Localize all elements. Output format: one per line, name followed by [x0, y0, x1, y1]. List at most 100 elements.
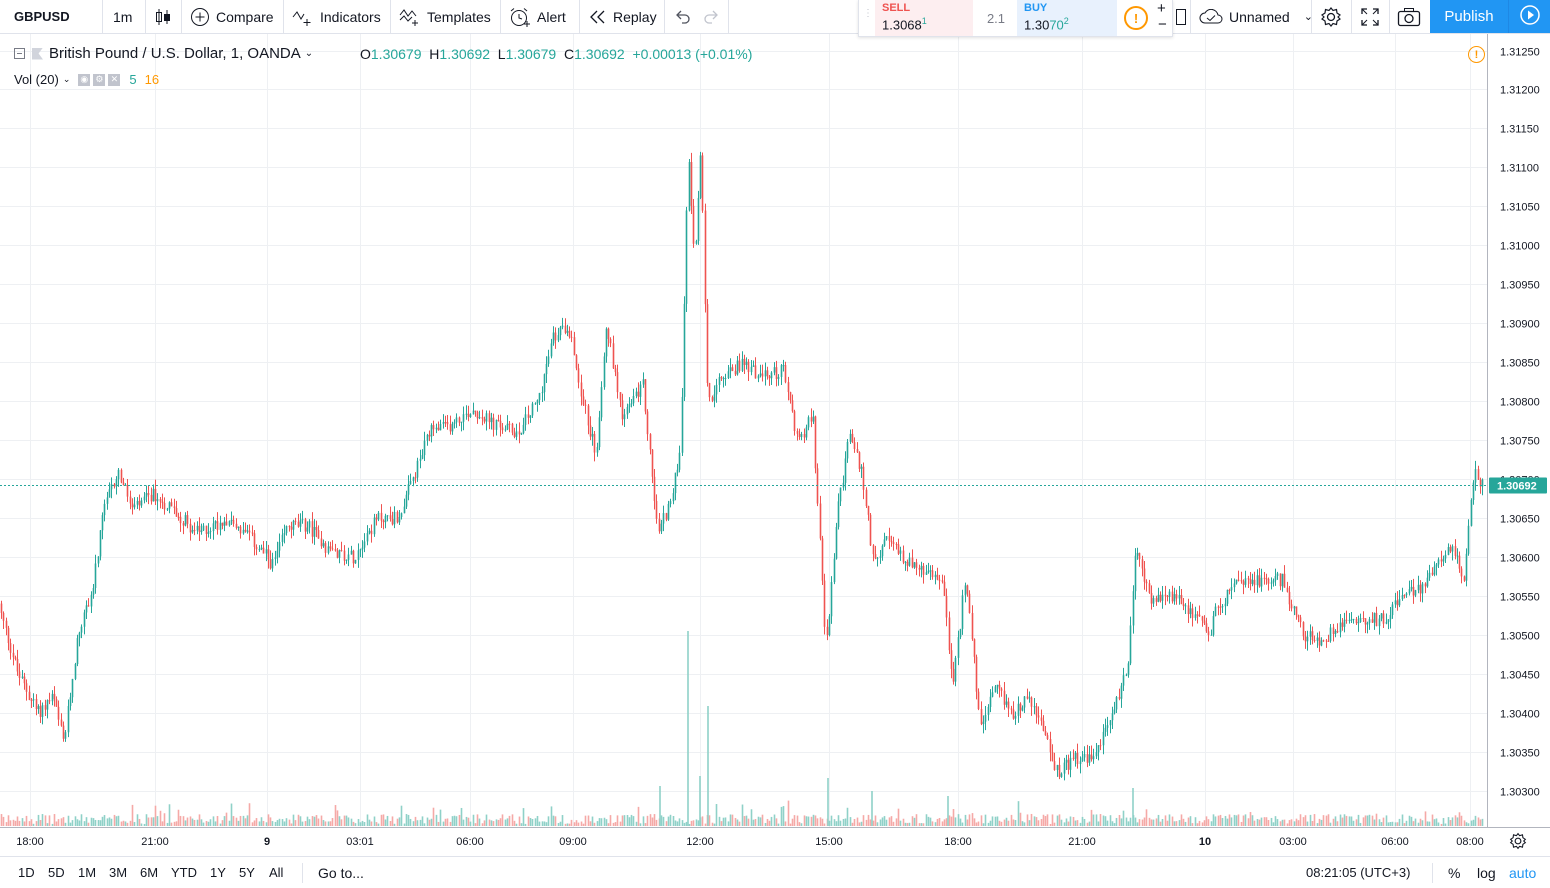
auto-scale-toggle[interactable]: auto — [1509, 865, 1537, 881]
volume-bar — [1435, 818, 1438, 826]
volume-bar — [678, 818, 681, 826]
candle-body — [1019, 703, 1022, 711]
candle-body — [791, 400, 794, 412]
candle-body — [941, 580, 944, 582]
candle-body — [23, 676, 26, 684]
buy-button[interactable]: BUY 1.30702 — [1017, 0, 1117, 36]
publish-button[interactable]: Publish — [1430, 0, 1508, 33]
candle-body — [770, 372, 773, 379]
close-icon[interactable]: ✕ — [108, 73, 121, 86]
snapshot-button[interactable] — [1397, 0, 1427, 33]
volume-bar — [419, 819, 422, 826]
settings-button[interactable] — [1320, 0, 1348, 33]
eye-icon[interactable]: ◉ — [78, 73, 91, 86]
volume-bar — [616, 815, 619, 826]
candle-body — [872, 545, 875, 555]
range-3m[interactable]: 3M — [109, 865, 128, 880]
publish-menu-button[interactable] — [1508, 0, 1550, 33]
chart-style-button[interactable] — [155, 0, 177, 33]
redo-button[interactable] — [703, 0, 725, 33]
compare-button[interactable]: Compare — [190, 0, 274, 33]
candle-body — [683, 303, 686, 397]
volume-bar — [775, 818, 778, 826]
info-icon[interactable]: ! — [1124, 6, 1148, 30]
range-1m[interactable]: 1M — [78, 865, 97, 880]
range-ytd[interactable]: YTD — [171, 865, 197, 880]
volume-legend[interactable]: Vol (20) ⌄ ◉ ⚙ ✕ 5 16 — [14, 72, 159, 87]
undo-button[interactable] — [675, 0, 697, 33]
templates-button[interactable]: Templates — [399, 0, 491, 33]
volume-bar — [701, 816, 704, 826]
indicators-button[interactable]: Indicators — [292, 0, 381, 33]
candle-body — [497, 419, 500, 421]
volume-bar — [483, 820, 486, 826]
chevron-down-icon[interactable]: ⌄ — [62, 74, 71, 84]
volume-bar — [1125, 817, 1128, 826]
range-6m[interactable]: 6M — [140, 865, 159, 880]
range-1y[interactable]: 1Y — [210, 865, 226, 880]
candle-body — [614, 368, 617, 373]
alert-button[interactable]: Alert — [509, 0, 566, 33]
decrease-button[interactable]: − — [1158, 16, 1167, 33]
volume-bar — [1339, 814, 1342, 826]
candle-body — [354, 559, 357, 564]
volume-bar — [1118, 814, 1121, 826]
volume-label[interactable]: Vol (20) — [14, 72, 59, 87]
candle-body — [810, 417, 813, 422]
volume-bar — [71, 820, 74, 826]
volume-bar — [133, 822, 136, 826]
replay-button[interactable]: Replay — [589, 0, 657, 33]
range-5d[interactable]: 5D — [48, 865, 65, 880]
candle-body — [1113, 709, 1116, 714]
candle-body — [288, 526, 291, 528]
candle-body — [191, 529, 194, 533]
candle-body — [207, 532, 210, 534]
interval-button[interactable]: 1m — [113, 8, 133, 25]
candle-body — [423, 440, 426, 456]
volume-bar — [189, 816, 192, 826]
chevron-down-icon[interactable]: ⌄ — [304, 48, 314, 59]
goto-date-button[interactable]: Go to... — [318, 865, 364, 881]
symbol-title[interactable]: British Pound / U.S. Dollar, 1, OANDA — [49, 45, 301, 62]
candle-body — [1088, 754, 1091, 763]
candle-body — [1396, 600, 1399, 606]
volume-bar — [1276, 819, 1279, 826]
volume-bar — [25, 815, 28, 826]
candle-body — [25, 683, 28, 692]
candle-body — [957, 637, 960, 658]
warning-icon[interactable]: ! — [1468, 46, 1485, 63]
collapse-legend-icon[interactable] — [14, 48, 25, 59]
clock-timezone[interactable]: 08:21:05 (UTC+3) — [1306, 865, 1411, 880]
volume-bar — [1102, 815, 1105, 826]
percent-scale-toggle[interactable]: % — [1448, 865, 1461, 881]
volume-bar — [692, 820, 695, 826]
volume-bar — [437, 821, 440, 826]
range-1d[interactable]: 1D — [18, 865, 35, 880]
increase-button[interactable]: + — [1157, 0, 1166, 17]
range-5y[interactable]: 5Y — [239, 865, 255, 880]
symbol-legend[interactable]: British Pound / U.S. Dollar, 1, OANDA ⌄ — [14, 45, 313, 62]
log-scale-toggle[interactable]: log — [1477, 865, 1496, 881]
candle-body — [175, 508, 178, 517]
layout-name-button[interactable]: Unnamed ⌄ — [1199, 0, 1313, 33]
candle-body — [745, 361, 748, 365]
drag-handle-icon[interactable]: ⋮⋮ — [863, 8, 885, 19]
sell-button[interactable]: SELL 1.30681 — [875, 0, 973, 36]
settings-icon[interactable]: ⚙ — [93, 73, 106, 86]
layout-button[interactable] — [1176, 0, 1192, 33]
price-chart[interactable]: 1.31250 1.31200 1.31150 1.31100 1.31050 1.310… — [0, 0, 1550, 856]
volume-bar — [285, 818, 288, 826]
range-all[interactable]: All — [269, 865, 284, 880]
candle-body — [1191, 608, 1194, 618]
volume-bar — [964, 814, 967, 826]
volume-bar — [688, 823, 691, 826]
candle-body — [1168, 591, 1171, 597]
axis-settings-button[interactable] — [1509, 832, 1527, 853]
volume-bar — [269, 817, 272, 826]
volume-bar — [879, 819, 882, 826]
symbol-search-button[interactable]: GBPUSD — [14, 9, 70, 24]
fullscreen-button[interactable] — [1360, 0, 1386, 33]
volume-bar — [476, 814, 479, 826]
candle-body — [782, 365, 785, 367]
volume-bar — [336, 810, 339, 826]
